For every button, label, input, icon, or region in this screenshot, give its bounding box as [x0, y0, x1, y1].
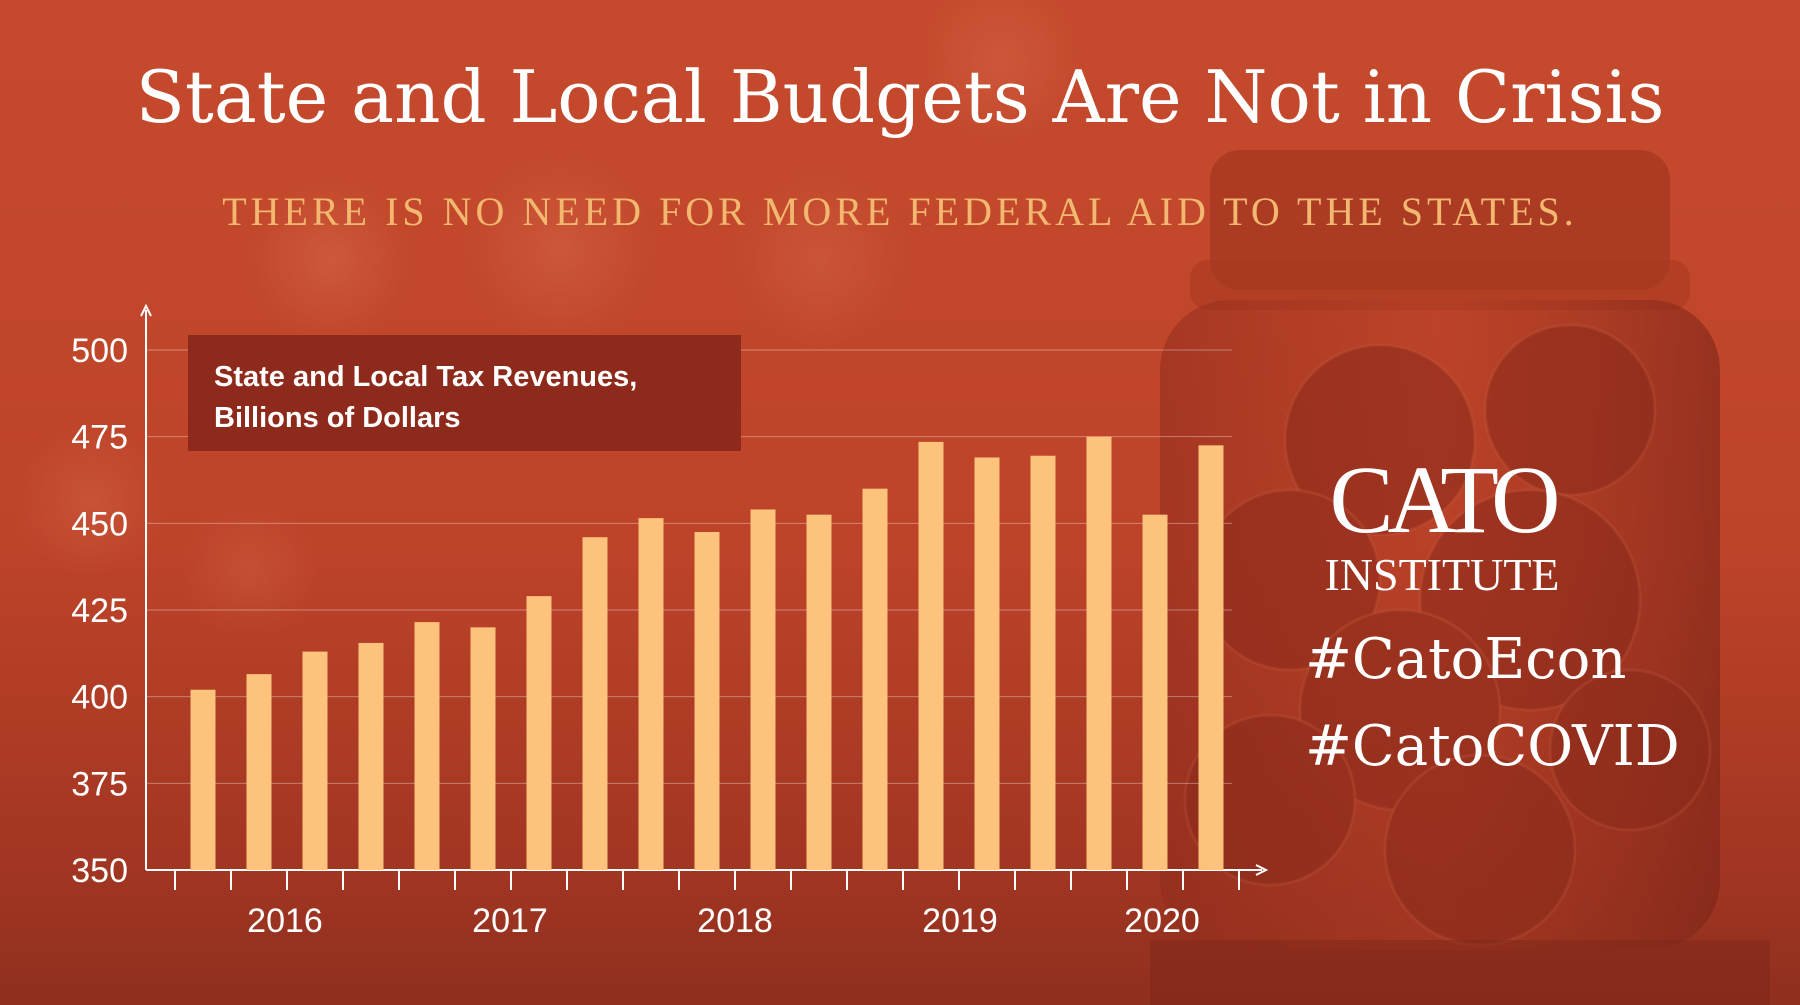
x-year-label: 2016: [247, 902, 323, 940]
hashtag-cato-econ[interactable]: #CatoEcon: [1305, 627, 1627, 692]
bar: [470, 627, 496, 870]
bar: [1086, 436, 1112, 870]
logo-sub-text: INSTITUTE: [1324, 549, 1559, 600]
y-tick-label: 425: [71, 592, 128, 630]
x-year-label: 2020: [1124, 902, 1200, 940]
page-subtitle: THERE IS NO NEED FOR MORE FEDERAL AID TO…: [222, 189, 1578, 234]
bars: [190, 436, 1224, 870]
bar: [638, 518, 664, 870]
page-title: State and Local Budgets Are Not in Crisi…: [135, 55, 1665, 139]
y-tick-label: 400: [71, 679, 128, 717]
bar: [190, 689, 216, 870]
y-tick-label: 500: [71, 332, 128, 370]
bar: [750, 509, 776, 870]
bar: [974, 457, 1000, 870]
tick-labels: 350 375 400 425 450 475 500 2016 2017 2018 2019 202…: [71, 332, 1200, 940]
y-tick-label: 475: [71, 419, 128, 457]
legend-line-2: Billions of Dollars: [214, 402, 461, 434]
bar: [1142, 514, 1168, 870]
bar: [1198, 445, 1224, 870]
bar: [246, 674, 272, 870]
bar: [526, 596, 552, 870]
hashtag-cato-covid[interactable]: #CatoCOVID: [1305, 714, 1680, 779]
bar: [918, 441, 944, 870]
bar: [1030, 455, 1056, 870]
y-tick-label: 450: [71, 505, 128, 543]
x-year-label: 2018: [697, 902, 773, 940]
bar: [582, 537, 608, 870]
x-year-label: 2019: [922, 902, 998, 940]
legend-line-1: State and Local Tax Revenues,: [214, 361, 638, 393]
chart-legend-box: State and Local Tax Revenues, Billions o…: [188, 335, 741, 451]
cato-institute-logo: CATO INSTITUTE: [1324, 452, 1563, 600]
bar: [358, 642, 384, 870]
bar: [862, 488, 888, 870]
y-tick-label: 375: [71, 765, 128, 803]
y-axis-arrow: [140, 303, 152, 317]
bar: [414, 622, 440, 870]
x-axis-arrow: [1255, 864, 1269, 876]
bar: [302, 651, 328, 870]
x-year-label: 2017: [472, 902, 548, 940]
bar: [694, 532, 720, 870]
y-tick-label: 350: [71, 852, 128, 890]
bar: [806, 514, 832, 870]
logo-main-text: CATO: [1330, 452, 1558, 553]
coin-jar-image: [1150, 150, 1770, 1005]
